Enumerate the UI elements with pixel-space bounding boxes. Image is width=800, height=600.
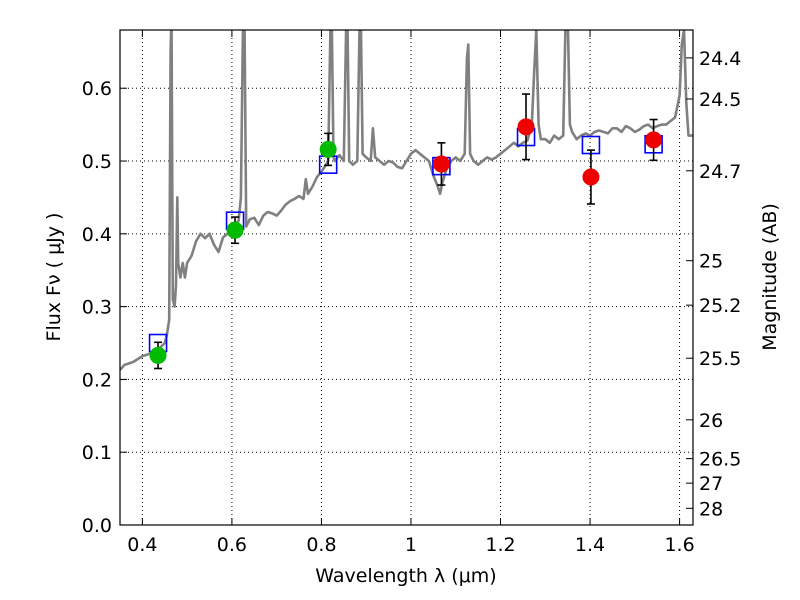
red-data-point bbox=[645, 131, 663, 149]
x-tick-label: 0.8 bbox=[306, 534, 336, 556]
x-tick-label: 1.6 bbox=[664, 534, 694, 556]
green-data-point bbox=[319, 140, 337, 158]
grid bbox=[120, 30, 693, 526]
x-tick-label: 1 bbox=[405, 534, 417, 556]
y-tick-label: 0.4 bbox=[82, 224, 112, 246]
right-tick-label: 25.5 bbox=[699, 348, 741, 370]
right-tick-label: 24.5 bbox=[699, 89, 741, 111]
y-tick-label: 0.1 bbox=[82, 442, 112, 464]
y-tick-label: 0.6 bbox=[82, 78, 112, 100]
green-data-point bbox=[149, 346, 167, 364]
y-axis-title: Flux Fν ( μJy ) bbox=[43, 213, 65, 342]
y-tick-label: 0.2 bbox=[82, 369, 112, 391]
y-tick-label: 0.3 bbox=[82, 297, 112, 319]
red-data-point bbox=[432, 155, 450, 173]
right-tick-label: 28 bbox=[699, 498, 723, 520]
plot-frame bbox=[119, 29, 694, 526]
right-tick-label: 25 bbox=[699, 251, 723, 273]
right-tick-label: 25.2 bbox=[699, 295, 741, 317]
x-tick-label: 0.4 bbox=[127, 534, 157, 556]
right-tick-label: 26.5 bbox=[699, 449, 741, 471]
x-tick-label: 0.6 bbox=[217, 534, 247, 556]
right-tick-label: 24.7 bbox=[699, 161, 741, 183]
right-tick-label: 24.4 bbox=[699, 48, 741, 70]
red-data-point bbox=[517, 118, 535, 136]
y-tick-label: 0.0 bbox=[82, 515, 112, 537]
x-axis-title: Wavelength λ (μm) bbox=[315, 565, 496, 587]
x-tick-label: 1.2 bbox=[485, 534, 515, 556]
x-tick-label: 1.4 bbox=[575, 534, 605, 556]
right-axis-title: Magnitude (AB) bbox=[759, 203, 781, 351]
y-tick-label: 0.5 bbox=[82, 151, 112, 173]
right-tick-label: 26 bbox=[699, 410, 723, 432]
green-data-point bbox=[226, 221, 244, 239]
right-tick-label: 27 bbox=[699, 473, 723, 495]
red-data-point bbox=[582, 168, 600, 186]
plot-data bbox=[120, 30, 693, 371]
spectrum-line bbox=[120, 30, 693, 371]
axes: 0.4 0.6 0.8 1 1.2 1.4 1.6 0.0 0.1 0.2 0.3 0.4 0.5 0.6… bbox=[82, 30, 741, 556]
